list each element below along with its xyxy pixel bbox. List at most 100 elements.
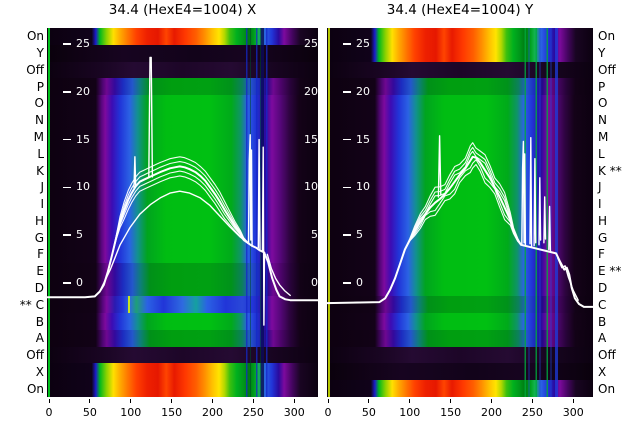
overlay-trace (99, 190, 249, 293)
y-tick-mark (63, 234, 71, 236)
heatmap-panel-y: 25 20 15 10 5 0 (327, 28, 593, 397)
x-tick-label: 50 (82, 406, 97, 419)
row-label-left-g: G (34, 230, 44, 245)
row-label-left-e: E (36, 264, 44, 279)
x-tick-mark (368, 399, 370, 403)
row-label-right-on: On (598, 381, 616, 396)
y-tick-label-inner-left: 0 (63, 276, 83, 290)
x-tick-mark (293, 399, 295, 403)
y-tick-mark (343, 282, 351, 284)
overlay-trace (548, 205, 552, 253)
row-label-right-m: M (598, 130, 609, 145)
y-tick-label-inner-left: 15 (63, 133, 90, 147)
row-label-left-y: Y (36, 46, 44, 61)
x-tick-label: 250 (521, 406, 543, 419)
x-tick-label: 300 (562, 406, 584, 419)
overlay-trace (327, 142, 593, 308)
x-tick-label: 100 (120, 406, 142, 419)
row-label-left-i: I (40, 197, 44, 212)
overlay-trace (266, 253, 291, 297)
x-tick-label: 0 (324, 406, 332, 419)
x-tick-label: 250 (242, 406, 264, 419)
row-label-right-g: G (598, 230, 608, 245)
y-tick-label-inner-right: 20 (304, 84, 318, 98)
row-label-left-x: X (35, 364, 44, 379)
row-label-left-n: N (35, 113, 44, 128)
row-label-right-f: F (598, 247, 605, 262)
y-tick-label-inner-right: 10 (304, 180, 318, 194)
y-tick-label-inner-left: 25 (343, 37, 370, 51)
y-tick-text: 20 (356, 84, 370, 98)
row-label-right-d: D (598, 280, 608, 295)
row-label-left-p: P (36, 79, 44, 94)
x-tick-mark (531, 399, 533, 403)
star-marker: ** (609, 264, 622, 279)
row-label-right-x: X (598, 364, 607, 379)
right-panel-title: 34.4 (HexE4=1004) Y (386, 2, 534, 18)
y-tick-text: 10 (356, 180, 370, 194)
overlay-trace (133, 156, 137, 189)
y-tick-label-inner-left: 0 (343, 276, 363, 290)
row-label-left-on: On (26, 381, 44, 396)
overlay-trace (261, 146, 266, 326)
overlay-trace (543, 196, 547, 244)
y-tick-label-inner-left: 20 (63, 85, 90, 99)
y-tick-mark (343, 43, 351, 45)
row-label-left-j: J (40, 180, 44, 195)
row-label-right-off: Off (598, 348, 616, 363)
row-label-right-on: On (598, 29, 616, 44)
row-label-right-k: K ** (598, 163, 622, 178)
x-tick-label: 200 (202, 406, 224, 419)
row-label-right-i: I (598, 197, 602, 212)
y-tick-text: 25 (76, 36, 90, 50)
row-label-left-m: M (33, 130, 44, 145)
x-tick-label: 0 (45, 406, 53, 419)
y-tick-label-inner-left: 10 (343, 180, 370, 194)
overlay-trace (557, 257, 579, 301)
overlay-trace (247, 134, 253, 246)
row-label-left-off: Off (26, 348, 44, 363)
beam-profile-curves (327, 135, 593, 308)
x-tick-label: 100 (399, 406, 421, 419)
y-tick-label-inner-left: 5 (63, 228, 83, 242)
y-tick-text: 15 (356, 132, 370, 146)
y-tick-mark (343, 138, 351, 141)
x-tick-mark (491, 399, 493, 403)
y-tick-text: 5 (356, 228, 363, 242)
row-label-right-p: P (598, 79, 606, 94)
overlay-trace (538, 177, 542, 246)
beam-profile-curves (47, 56, 318, 326)
x-tick-mark (450, 399, 452, 403)
y-tick-mark (343, 186, 351, 189)
y-tick-mark (63, 282, 71, 284)
row-label-left-on: On (26, 29, 44, 44)
y-tick-label-inner-right: 25 (304, 36, 318, 50)
y-tick-label-inner-left: 25 (63, 37, 90, 51)
row-label-left-c: ** C (19, 297, 44, 312)
x-tick-label: 150 (161, 406, 183, 419)
row-label-left-off: Off (26, 62, 44, 77)
left-panel-title: 34.4 (HexE4=1004) X (108, 2, 257, 18)
row-label-right-l: L (598, 146, 605, 161)
x-tick-mark (48, 399, 50, 403)
y-tick-mark (63, 138, 71, 141)
y-tick-text: 10 (76, 180, 90, 194)
y-tick-mark (343, 234, 351, 236)
row-label-right-e: E ** (598, 264, 622, 279)
x-tick-label: 300 (283, 406, 305, 419)
row-label-right-n: N (598, 113, 607, 128)
overlay-trace (47, 156, 318, 301)
row-label-left-b: B (35, 314, 44, 329)
row-label-right-c: C (598, 297, 607, 312)
overlay-trace (327, 155, 593, 308)
y-tick-mark (63, 43, 71, 45)
star-marker: ** (609, 163, 622, 178)
x-tick-label: 50 (361, 406, 376, 419)
y-tick-label-inner-left: 5 (343, 228, 363, 242)
row-label-right-o: O (598, 96, 608, 111)
overlay-trace (521, 140, 527, 246)
x-tick-mark (171, 399, 173, 403)
x-tick-label: 200 (481, 406, 503, 419)
row-label-right-a: A (598, 331, 607, 346)
